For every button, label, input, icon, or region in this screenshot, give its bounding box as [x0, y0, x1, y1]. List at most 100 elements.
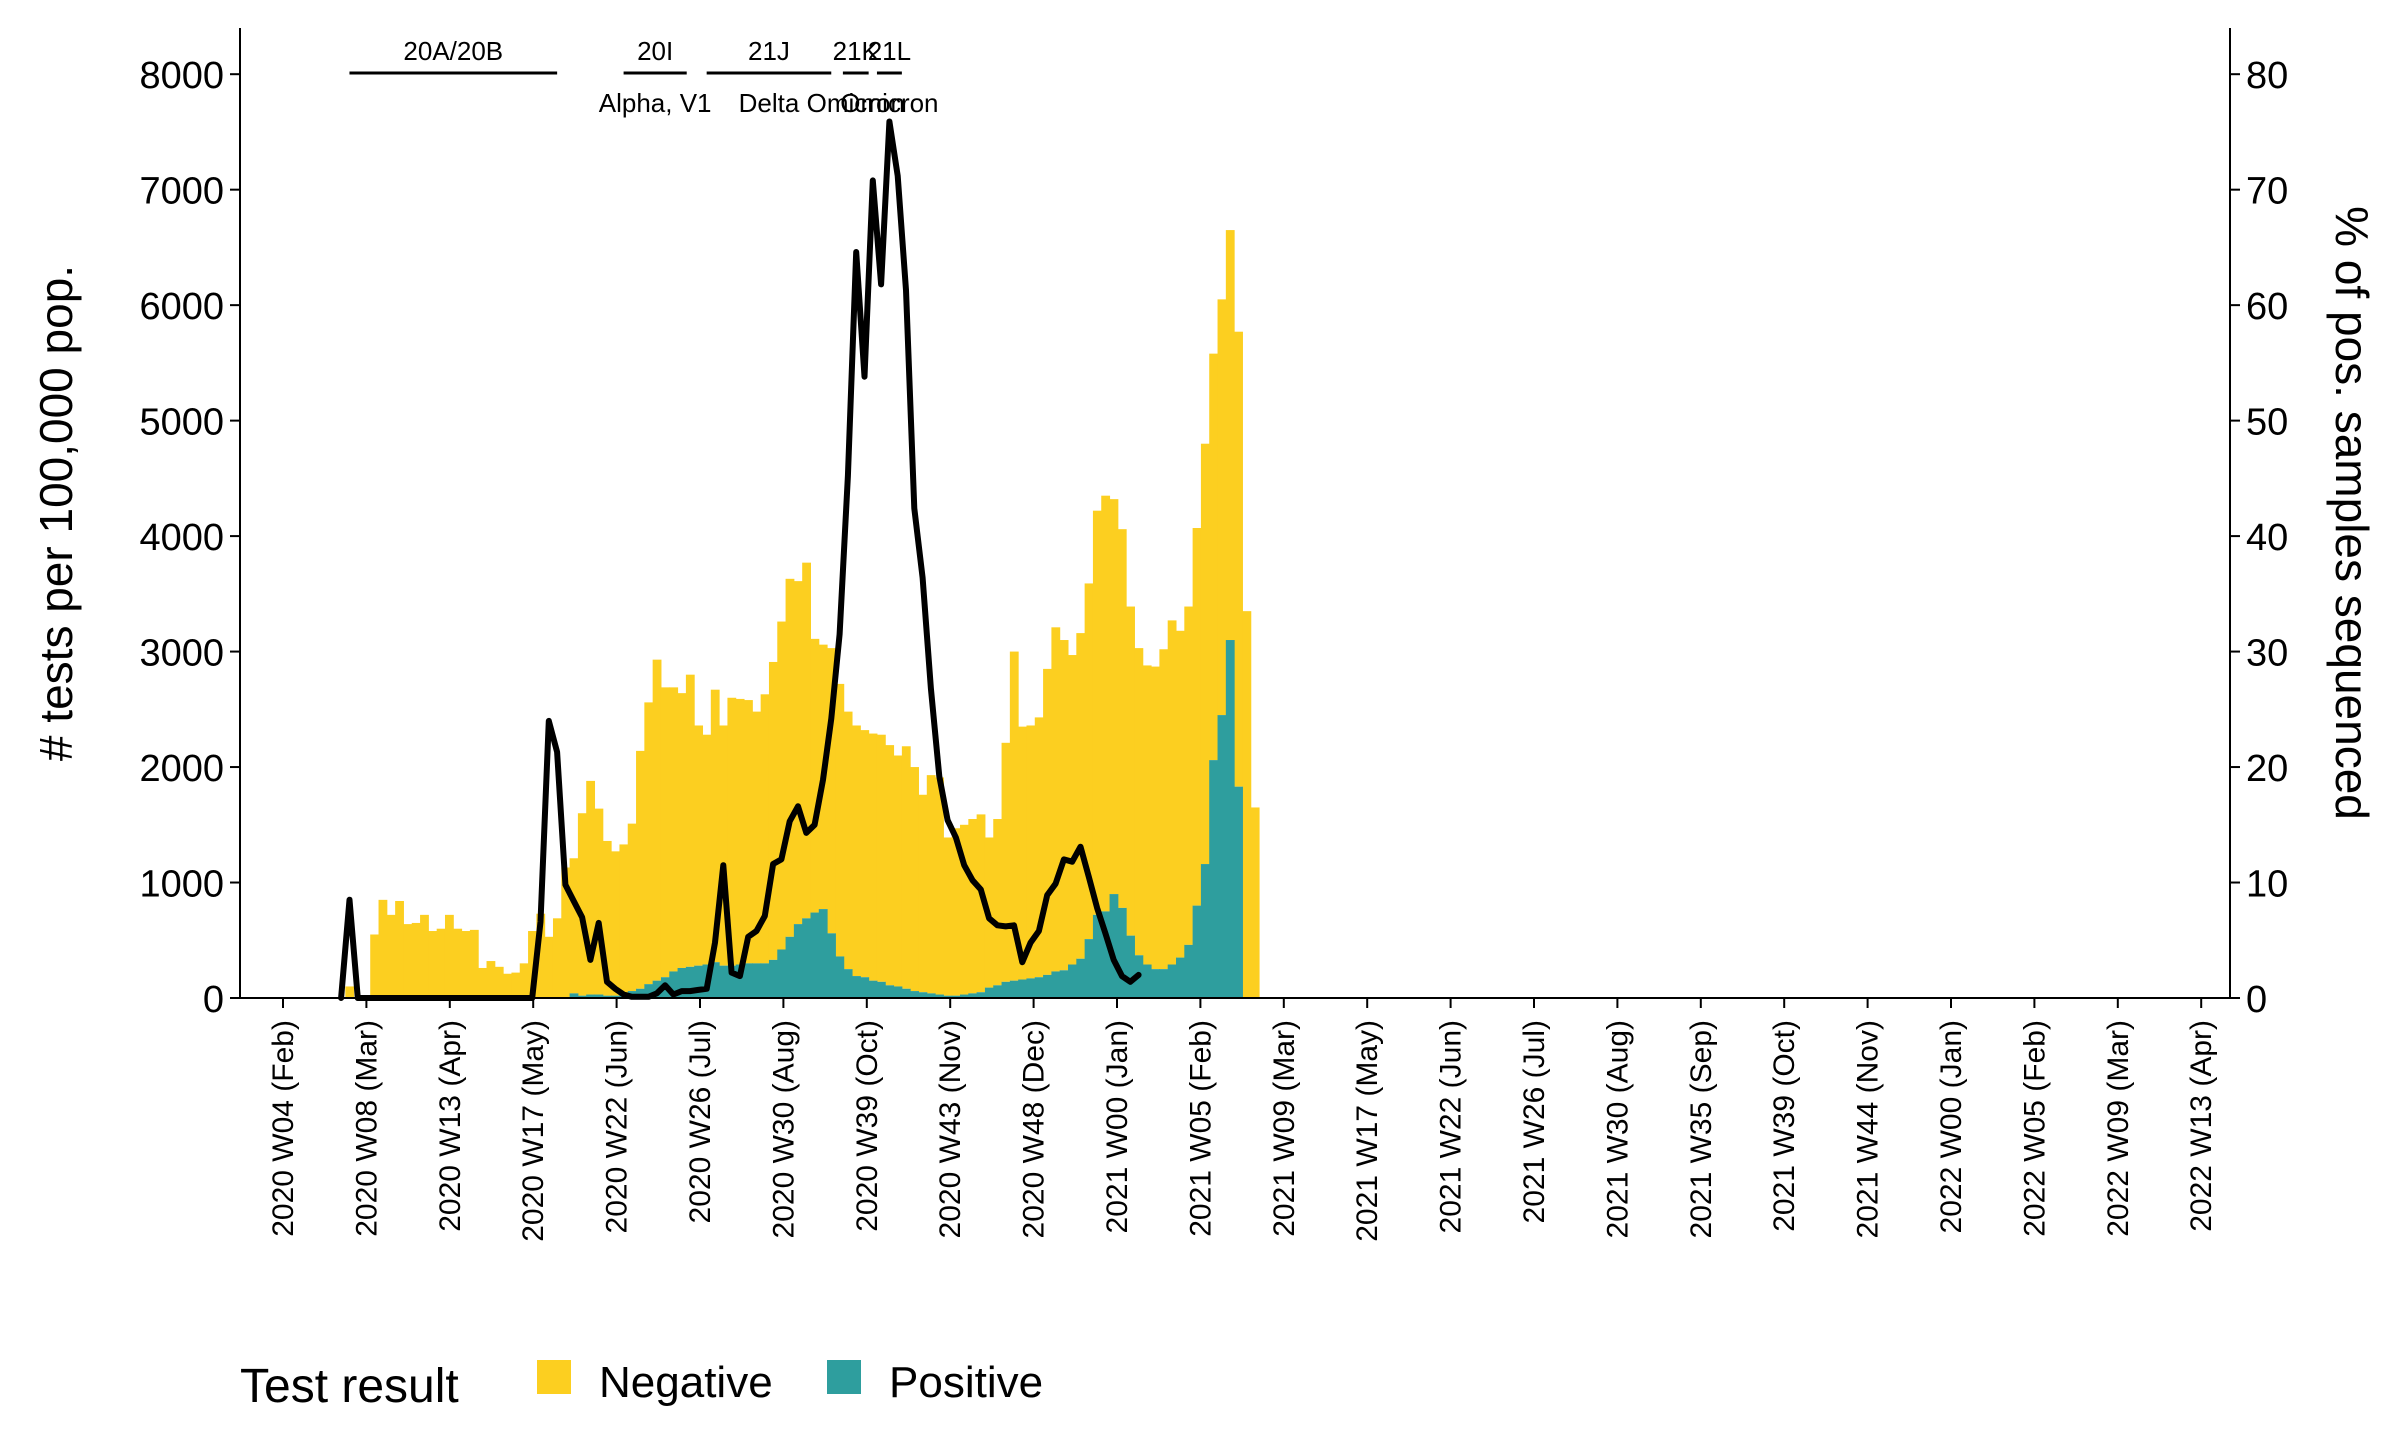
bar-negative [1109, 499, 1119, 895]
bar-negative [960, 824, 969, 995]
bar-negative [744, 700, 753, 964]
bar-negative [710, 689, 720, 963]
bar-positive [677, 967, 687, 998]
annotation-clade: 20I [637, 36, 673, 66]
bar-positive [1159, 969, 1169, 998]
x-tick-label: 2020 W43 (Nov) [934, 1020, 967, 1238]
x-tick-label: 2020 W26 (Jul) [684, 1020, 717, 1223]
bar-negative [935, 777, 944, 995]
bar-positive [586, 994, 596, 998]
legend: Test result Negative Positive [240, 1358, 1043, 1413]
bar-negative [860, 730, 870, 978]
bar-positive [760, 963, 770, 998]
y-tick-label-left: 2000 [139, 748, 224, 790]
bar-negative [586, 780, 596, 995]
x-tick-label: 2022 W09 (Mar) [2102, 1020, 2135, 1237]
bar-negative [1068, 655, 1077, 965]
bar-negative [677, 693, 687, 968]
y-tick-label-right: 10 [2246, 864, 2288, 906]
bar-negative [494, 966, 504, 998]
bar-positive [1026, 978, 1036, 998]
bar-negative [378, 899, 388, 998]
bar-positive [1117, 907, 1127, 998]
bar-negative [627, 823, 637, 992]
y-tick-label-left: 8000 [139, 55, 224, 97]
x-tick-label: 2021 W26 (Jul) [1518, 1020, 1551, 1223]
legend-swatch-positive [827, 1360, 861, 1394]
bar-negative [1043, 668, 1052, 975]
bar-positive [843, 969, 853, 998]
bar-positive [1076, 958, 1086, 998]
annotation-clade: 21L [868, 36, 911, 66]
x-tick-label: 2021 W17 (May) [1351, 1020, 1384, 1242]
bar-negative [503, 973, 512, 998]
bar-positive [827, 933, 836, 998]
negative-bars [345, 230, 1260, 998]
bar-negative [768, 661, 778, 960]
bar-negative [910, 767, 919, 992]
bar-negative [386, 914, 396, 998]
bar-positive [1217, 715, 1227, 998]
bar-positive [644, 984, 654, 998]
bar-negative [918, 794, 928, 993]
bar-negative [561, 867, 571, 998]
y-tick-label-left: 0 [203, 979, 224, 1021]
bar-positive [735, 964, 745, 998]
bar-positive [802, 918, 811, 998]
bar-positive [1176, 957, 1185, 998]
bar-negative [1051, 627, 1061, 972]
x-tick-label: 2021 W05 (Feb) [1184, 1020, 1217, 1237]
bar-negative [536, 913, 546, 998]
bar-positive [1142, 964, 1152, 998]
bar-negative [370, 934, 380, 998]
bar-positive [835, 956, 845, 998]
x-tick-label: 2021 W09 (Mar) [1268, 1020, 1301, 1237]
bar-positive [768, 959, 778, 998]
x-tick-label: 2020 W17 (May) [517, 1020, 550, 1242]
y-tick-label-left: 4000 [139, 517, 224, 559]
bar-positive [719, 965, 728, 998]
bar-negative [835, 683, 845, 957]
y-tick-label-right: 70 [2246, 171, 2288, 213]
bar-positive [694, 965, 704, 998]
bar-negative [428, 931, 438, 998]
x-tick-label: 2020 W04 (Feb) [267, 1020, 300, 1237]
bar-positive [785, 936, 795, 998]
bar-positive [752, 963, 762, 998]
bar-negative [436, 928, 446, 998]
bar-negative [685, 674, 695, 967]
y-tick-label-left: 5000 [139, 402, 224, 444]
bar-negative [1084, 583, 1094, 940]
bar-negative [802, 562, 811, 919]
bar-negative [644, 702, 654, 985]
bar-negative [1018, 726, 1027, 980]
bar-negative [926, 775, 936, 994]
bar-negative [1234, 331, 1243, 787]
bar-negative [511, 972, 521, 998]
bar-positive [1084, 939, 1094, 998]
bar-negative [1176, 630, 1185, 958]
bar-negative [1200, 443, 1210, 865]
bar-positive [1092, 914, 1102, 998]
bar-positive [1101, 911, 1111, 998]
bar-positive [1167, 964, 1177, 998]
bar-negative [1209, 353, 1219, 761]
bar-positive [569, 993, 579, 998]
bar-positive [669, 971, 679, 998]
bar-negative [636, 750, 645, 989]
bar-negative [1001, 742, 1011, 982]
bar-negative [735, 698, 745, 965]
x-tick-label: 2021 W39 (Oct) [1768, 1020, 1801, 1232]
x-tick-label: 2020 W48 (Dec) [1018, 1020, 1051, 1238]
bar-negative [1242, 611, 1252, 998]
bar-negative [1009, 651, 1019, 981]
x-tick-label: 2022 W13 (Apr) [2185, 1020, 2218, 1232]
axes: 0 1000 2000 3000 4000 5000 6000 7000 8000 0 10 20 30… [30, 28, 2378, 1242]
bar-negative [1134, 648, 1144, 956]
bar-negative [876, 734, 886, 982]
bar-negative [660, 687, 670, 978]
bar-negative [420, 914, 429, 998]
bar-positive [876, 981, 886, 998]
